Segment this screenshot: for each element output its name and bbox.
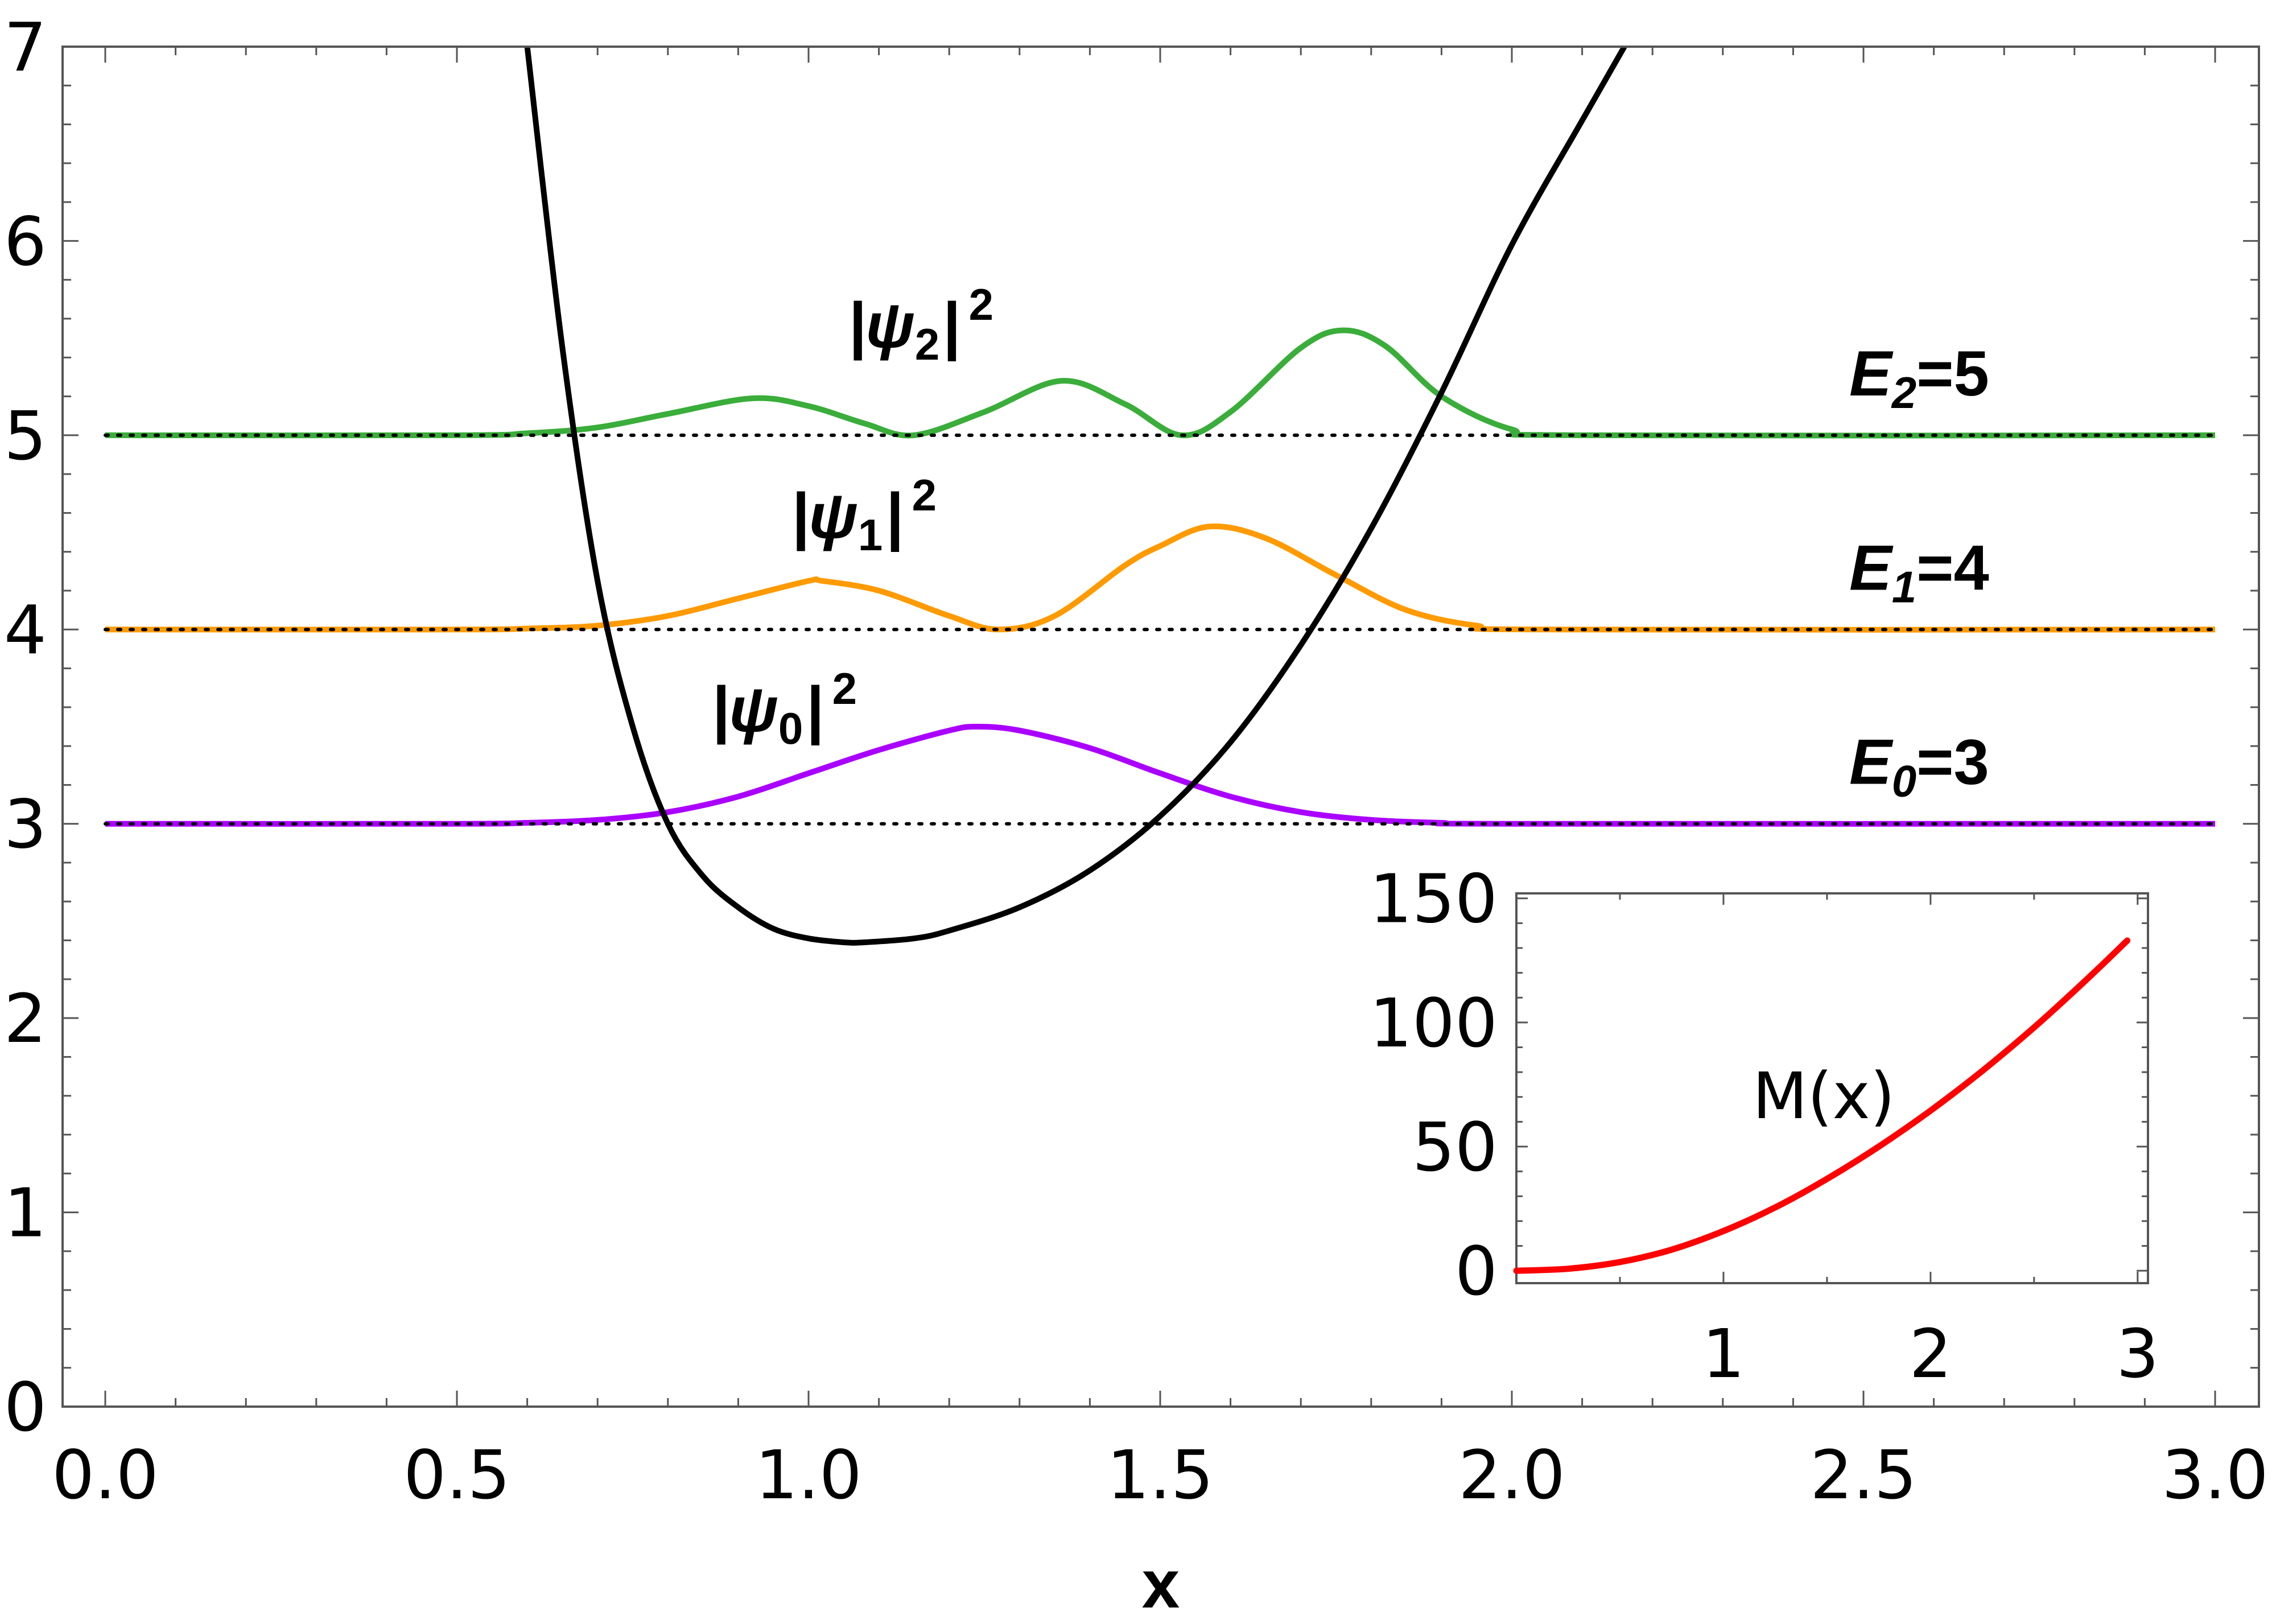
y-tick-label: 0: [4, 1368, 47, 1446]
inset-x-tick-label: 2: [1909, 1314, 1952, 1393]
y-tick-label: 3: [4, 785, 47, 864]
energy-label-2: E2=5: [1849, 338, 1989, 418]
energy-label-0: E0=3: [1849, 727, 1989, 806]
inset-y-tick-label: 100: [1370, 984, 1498, 1062]
main-labels: E0=3 |ψ0| 2 E1=4 |ψ1| 2 E2=5 |ψ2| 2: [711, 279, 1989, 806]
inset-frame: [1515, 892, 2149, 1284]
inset-x-tick-label: 3: [2116, 1314, 2159, 1393]
x-axis-title: x: [1142, 1546, 1180, 1622]
x-tick-label: 3.0: [2162, 1436, 2269, 1514]
inset-y-tick-label: 150: [1370, 860, 1498, 938]
plot-frame: [61, 46, 2260, 1408]
y-tick-label: 6: [4, 202, 47, 281]
inset-chart: 1 2 3 0 50 100 150 M(x): [1370, 860, 2159, 1393]
density-curve-0: [105, 724, 2216, 827]
inset-content: 1 2 3 0 50 100 150 M(x): [1370, 860, 2159, 1393]
inset-x-tick-label: 1: [1702, 1314, 1745, 1393]
x-tick-label: 2.0: [1458, 1436, 1565, 1514]
psi-label-1: |ψ1| 2: [791, 470, 937, 560]
energy-label-1: E1=4: [1849, 532, 1989, 612]
psi-label-0: |ψ0| 2: [711, 663, 857, 753]
y-tick-label: 4: [4, 591, 47, 669]
x-tick-label: 0.0: [52, 1436, 159, 1514]
main-tick-labels: 0.0 0.5 1.0 1.5 2.0 2.5 3.0 0 1 2 3 4 5 6 7: [4, 8, 2269, 1514]
y-tick-label: 1: [4, 1174, 47, 1252]
y-tick-label: 2: [4, 979, 47, 1058]
main-ticks: [63, 46, 2259, 1408]
density-curve-1: [105, 523, 2216, 633]
x-tick-label: 2.5: [1810, 1436, 1917, 1514]
inset-y-tick-label: 50: [1412, 1108, 1498, 1186]
x-tick-label: 0.5: [403, 1436, 510, 1514]
inset-curve-label: M(x): [1753, 1060, 1895, 1133]
inset-curve: [1513, 937, 2131, 1274]
inset-y-tick-label: 0: [1455, 1232, 1498, 1310]
potential-curve: [524, 45, 1627, 946]
psi-label-2: |ψ2| 2: [848, 279, 993, 369]
y-tick-label: 7: [4, 8, 47, 86]
main-lines: [104, 45, 2217, 946]
x-tick-label: 1.5: [1107, 1436, 1214, 1514]
y-tick-label: 5: [4, 397, 47, 475]
x-tick-label: 1.0: [755, 1436, 862, 1514]
